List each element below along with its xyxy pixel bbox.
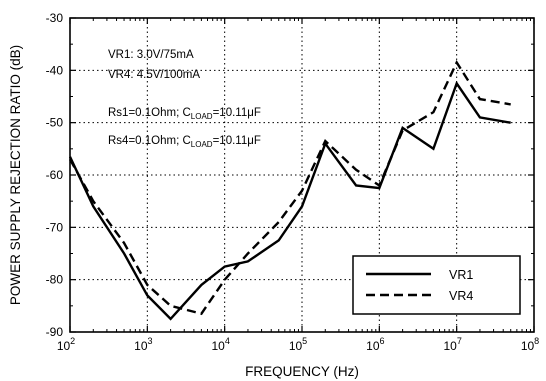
annotation-text: VR4: 4.5V/100mA xyxy=(108,69,200,81)
x-tick-label: 105 xyxy=(289,336,307,353)
y-tick-label: -80 xyxy=(46,273,64,287)
x-tick-label: 106 xyxy=(366,336,384,353)
y-tick-labels: -30 -40 -50 -60 -70 -80 -90 xyxy=(46,11,64,339)
x-tick-labels: 102 103 104 105 106 107 108 xyxy=(57,336,539,353)
y-tick-label: -90 xyxy=(46,325,64,339)
x-tick-label: 107 xyxy=(443,336,461,353)
annotation-text: Rs1=0.1Ohm; CLOAD=10.11μF xyxy=(108,107,261,121)
annotation-text: VR1: 3.0V/75mA xyxy=(108,49,194,61)
x-tick-label: 104 xyxy=(211,336,229,353)
y-tick-label: -30 xyxy=(46,11,64,25)
y-tick-label: -70 xyxy=(46,220,64,234)
y-axis-label: POWER SUPPLY REJECTION RATIO (dB) xyxy=(8,45,23,305)
legend-box xyxy=(353,256,520,314)
legend: VR1 VR4 xyxy=(353,256,520,314)
x-tick-label: 108 xyxy=(521,336,539,353)
annotation-text: Rs4=0.1Ohm; CLOAD=10.11μF xyxy=(108,135,261,149)
x-axis-label: FREQUENCY (Hz) xyxy=(245,364,359,379)
annotations: VR1: 3.0V/75mA VR4: 4.5V/100mA Rs1=0.1Ohm;… xyxy=(108,49,261,149)
y-tick-label: -40 xyxy=(46,63,64,77)
legend-label-vr1: VR1 xyxy=(449,268,473,282)
x-tick-label: 103 xyxy=(134,336,152,353)
y-tick-label: -60 xyxy=(46,168,64,182)
legend-label-vr4: VR4 xyxy=(449,289,473,303)
y-tick-label: -50 xyxy=(46,116,64,130)
